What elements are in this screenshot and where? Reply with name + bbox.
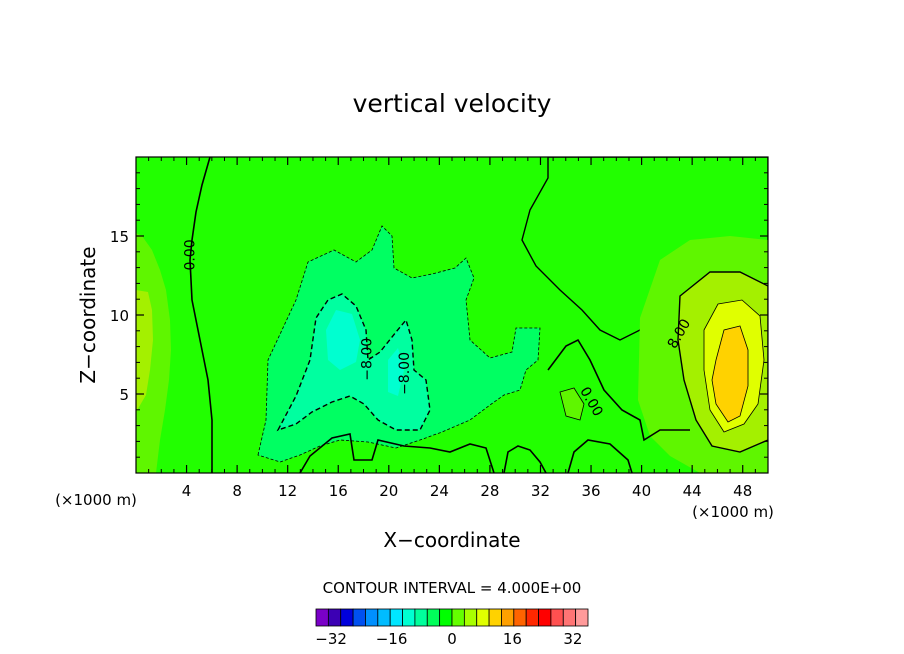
colorbar-swatch bbox=[414, 608, 428, 627]
colorbar-swatch bbox=[377, 608, 391, 627]
colorbar-swatch bbox=[476, 608, 490, 627]
x-tick-label: 8 bbox=[232, 482, 242, 500]
colorbar-swatch bbox=[513, 608, 527, 627]
colorbar-swatch bbox=[525, 608, 539, 627]
colorbar-swatch bbox=[439, 608, 453, 627]
zero-contour-right bbox=[547, 338, 690, 442]
contour-label: 0.00 bbox=[182, 239, 198, 270]
x-tick-label: 36 bbox=[581, 482, 600, 500]
x-unit-left: (×1000 m) bbox=[55, 491, 137, 509]
x-tick-label: 40 bbox=[632, 482, 651, 500]
colorbar bbox=[315, 608, 589, 627]
x-tick-label: 32 bbox=[531, 482, 550, 500]
negative-region-minus12-b bbox=[388, 348, 404, 396]
zero-contour-bottom-far-right bbox=[567, 439, 633, 473]
colorbar-swatch bbox=[550, 608, 564, 627]
x-tick-label: 24 bbox=[430, 482, 449, 500]
x-axis-ticks: 4 8 12 16 20 24 28 32 36 40 44 48 bbox=[148, 157, 756, 500]
x-tick-label: 16 bbox=[329, 482, 348, 500]
x-tick-label: 12 bbox=[278, 482, 297, 500]
colorbar-swatch bbox=[352, 608, 366, 627]
colorbar-tick-label: −32 bbox=[315, 630, 347, 648]
positive-region-plus16 bbox=[711, 325, 749, 423]
x-unit-right: (×1000 m) bbox=[692, 503, 774, 521]
y-axis-ticks: 5 10 15 bbox=[110, 172, 768, 458]
contour-interval-text: CONTOUR INTERVAL = 4.000E+00 bbox=[323, 579, 582, 597]
x-tick-label: 20 bbox=[379, 482, 398, 500]
colorbar-swatch bbox=[402, 608, 416, 627]
x-tick-label: 44 bbox=[683, 482, 702, 500]
colorbar-swatch bbox=[365, 608, 379, 627]
colorbar-tick-labels: −32 −16 0 16 32 bbox=[315, 630, 582, 648]
colorbar-swatch bbox=[315, 608, 329, 627]
zero-contour-bottom-right bbox=[503, 445, 547, 473]
contour-small-loop bbox=[559, 387, 585, 421]
x-tick-label: 4 bbox=[182, 482, 192, 500]
colorbar-tick-label: 32 bbox=[563, 630, 582, 648]
y-axis-label: Z−coordinate bbox=[76, 246, 100, 383]
zero-contour-bottom bbox=[299, 433, 495, 473]
colorbar-swatch bbox=[538, 608, 552, 627]
left-edge-inner-region bbox=[136, 290, 153, 412]
contour-label: −8.00 bbox=[359, 338, 375, 381]
plot-area bbox=[136, 157, 768, 473]
colorbar-swatch bbox=[463, 608, 478, 627]
colorbar-swatch bbox=[389, 608, 403, 627]
contour-label: −8.00 bbox=[397, 352, 413, 395]
chart-title: vertical velocity bbox=[353, 89, 552, 118]
colorbar-tick-label: −16 bbox=[376, 630, 408, 648]
colorbar-swatch bbox=[562, 608, 577, 627]
colorbar-swatch bbox=[327, 608, 342, 627]
colorbar-swatch bbox=[501, 608, 515, 627]
negative-region-minus12 bbox=[326, 310, 360, 370]
y-tick-label: 10 bbox=[110, 307, 129, 325]
x-axis-label: X−coordinate bbox=[383, 528, 520, 552]
colorbar-swatch bbox=[488, 608, 502, 627]
y-tick-label: 5 bbox=[119, 386, 129, 404]
colorbar-swatch bbox=[340, 608, 354, 627]
y-tick-label: 15 bbox=[110, 228, 129, 246]
colorbar-swatch bbox=[575, 608, 589, 627]
x-tick-label: 48 bbox=[733, 482, 752, 500]
colorbar-tick-label: 0 bbox=[447, 630, 457, 648]
colorbar-swatch bbox=[451, 608, 465, 627]
zero-contour-left bbox=[189, 157, 213, 473]
colorbar-tick-label: 16 bbox=[503, 630, 522, 648]
colorbar-swatch bbox=[426, 608, 441, 627]
x-tick-label: 28 bbox=[480, 482, 499, 500]
